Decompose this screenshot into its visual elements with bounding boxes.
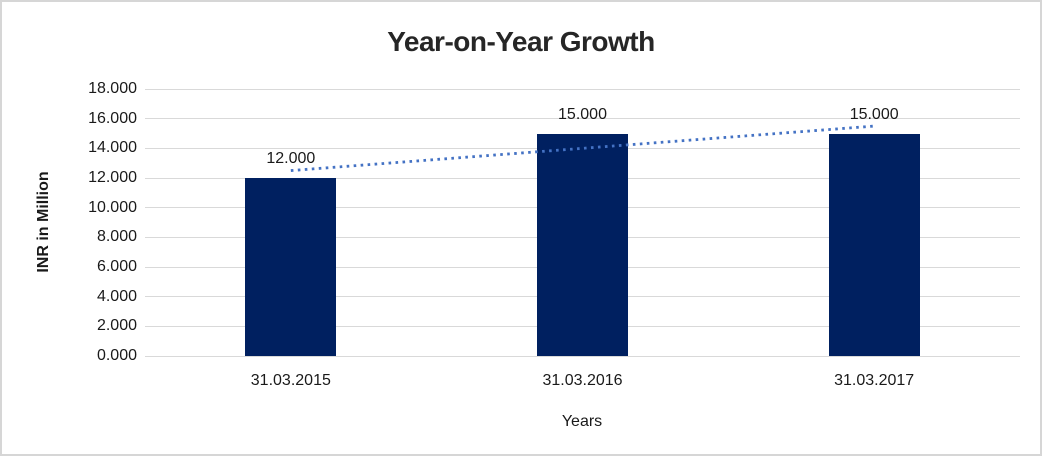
chart-title: Year-on-Year Growth: [387, 26, 655, 57]
bar-data-label: 12.000: [266, 150, 316, 167]
y-tick-label: 0.000: [96, 347, 137, 364]
y-tick-label: 16.000: [88, 109, 137, 127]
x-tick-label: 31.03.2016: [542, 372, 623, 389]
y-tick-label: 12.000: [88, 169, 137, 186]
y-tick-label: 14.000: [88, 139, 137, 157]
bar: [537, 133, 628, 356]
y-gridline: [145, 88, 1020, 90]
y-axis-title: INR in Million: [35, 171, 52, 273]
y-tick-label: 2.000: [96, 317, 137, 335]
y-tick-label: 18.000: [88, 80, 137, 97]
x-axis-title: Years: [561, 413, 603, 430]
y-gridline: [145, 118, 1020, 120]
y-tick-label: 4.000: [96, 287, 137, 305]
bar: [828, 133, 920, 356]
y-gridline: [145, 355, 1020, 357]
y-tick-label: 6.000: [96, 258, 137, 275]
x-tick-label: 31.03.2017: [834, 372, 915, 389]
y-tick-label: 8.000: [96, 228, 137, 246]
bar-data-label: 15.000: [558, 105, 607, 123]
x-tick-label: 31.03.2015: [250, 372, 331, 389]
y-tick-label: 10.000: [88, 198, 137, 216]
bar-data-label: 15.000: [849, 105, 899, 123]
bar: [245, 178, 337, 356]
